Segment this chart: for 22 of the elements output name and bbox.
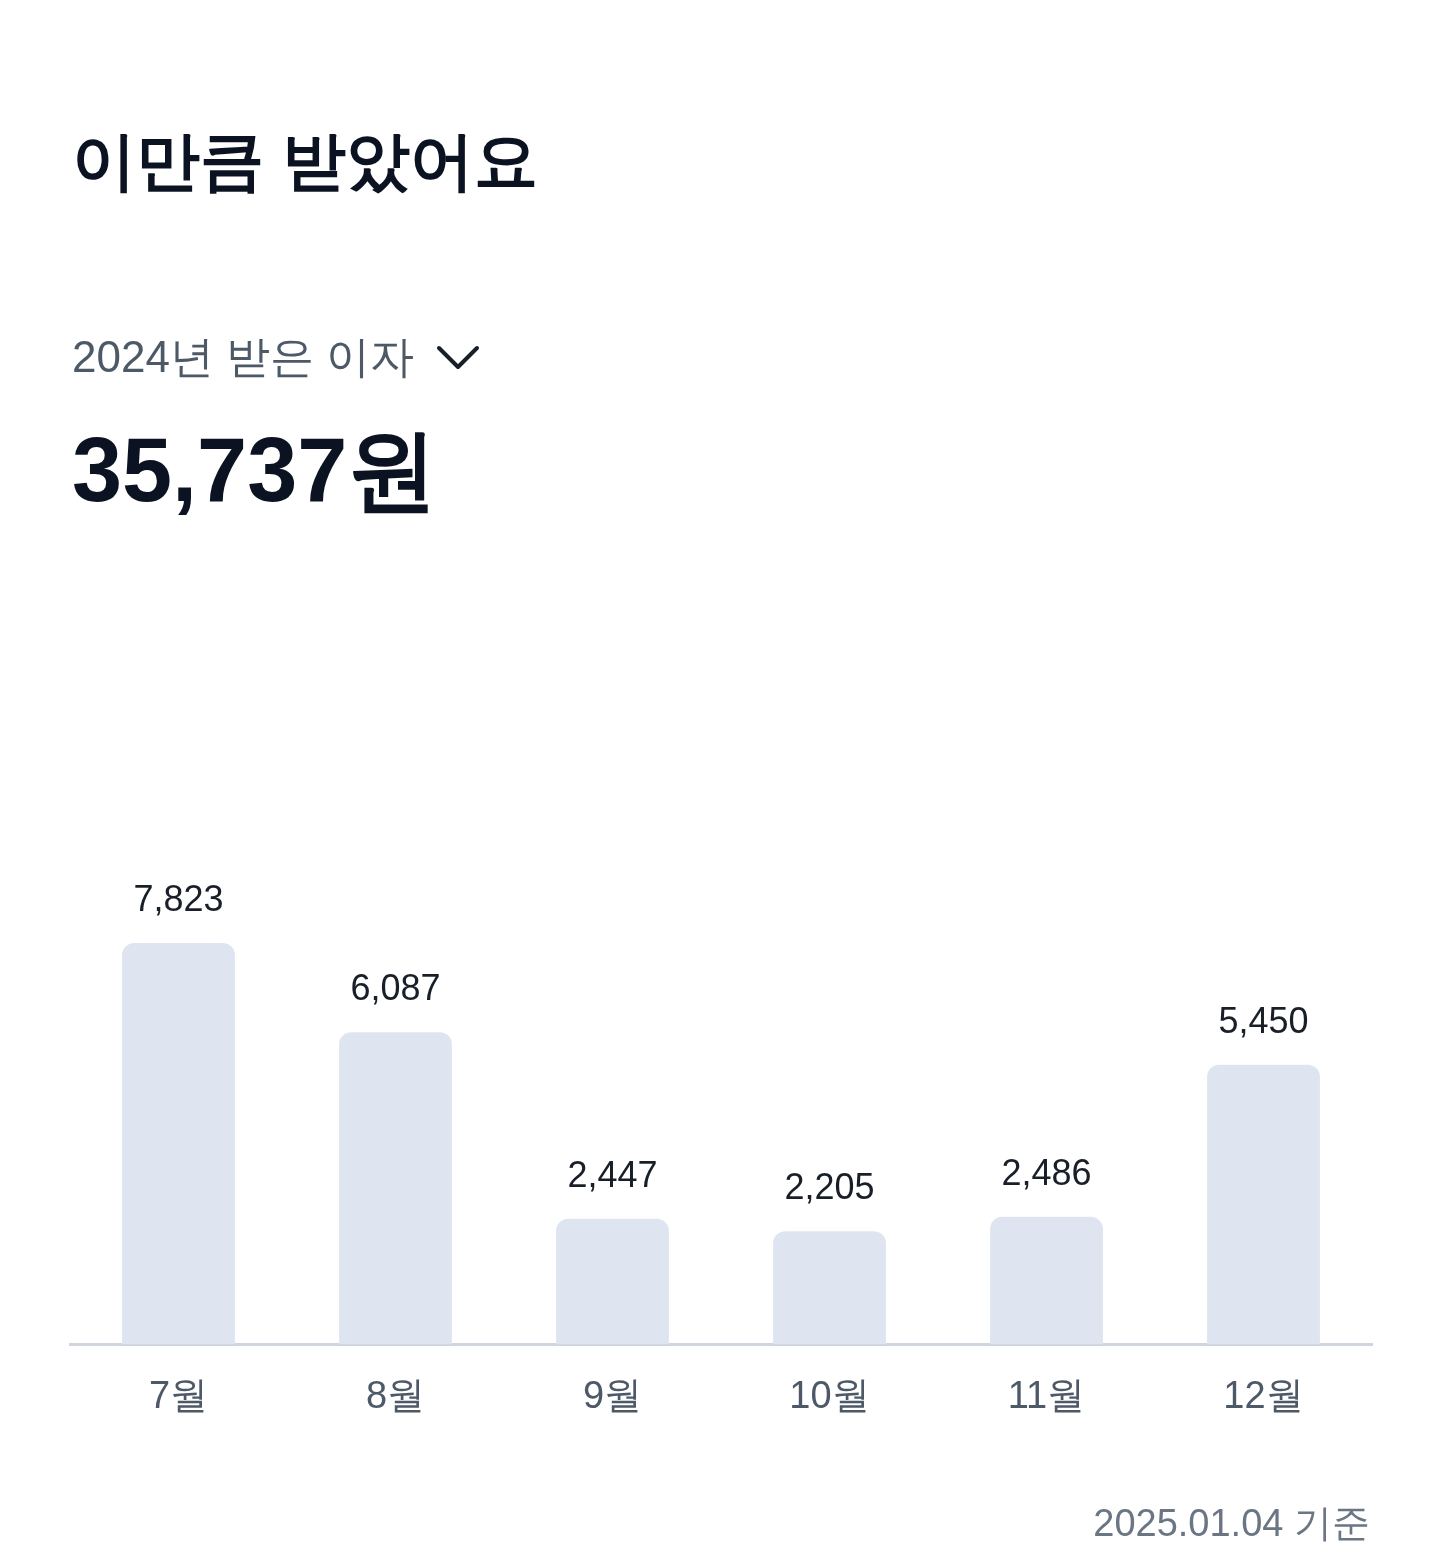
data-label: 2,205	[784, 1166, 875, 1208]
bar	[773, 1231, 886, 1345]
bar	[122, 943, 235, 1345]
chart-subtitle: 2024년 받은 이자	[72, 331, 415, 383]
text: 35,737원	[72, 419, 438, 522]
bar	[1207, 1064, 1320, 1345]
x-tick-label: 8월	[365, 1373, 426, 1416]
bar	[556, 1218, 669, 1345]
x-tick-label: 12월	[1223, 1373, 1304, 1416]
x-tick-label: 7월	[148, 1373, 209, 1416]
bar	[990, 1216, 1103, 1345]
chart-title: 이만큼 받았어요	[72, 124, 538, 199]
data-label: 5,450	[1218, 999, 1309, 1041]
data-label: 2,447	[567, 1153, 658, 1195]
x-tick-label: 10월	[789, 1373, 870, 1416]
data-label: 6,087	[350, 967, 441, 1009]
bar	[339, 1032, 452, 1345]
x-tick-label: 9월	[582, 1373, 643, 1416]
data-label: 7,823	[133, 878, 224, 919]
x-tick-label: 11월	[1007, 1373, 1086, 1416]
text: 2025.01.04 기준	[1093, 1501, 1370, 1546]
data-label: 2,486	[1001, 1151, 1092, 1193]
